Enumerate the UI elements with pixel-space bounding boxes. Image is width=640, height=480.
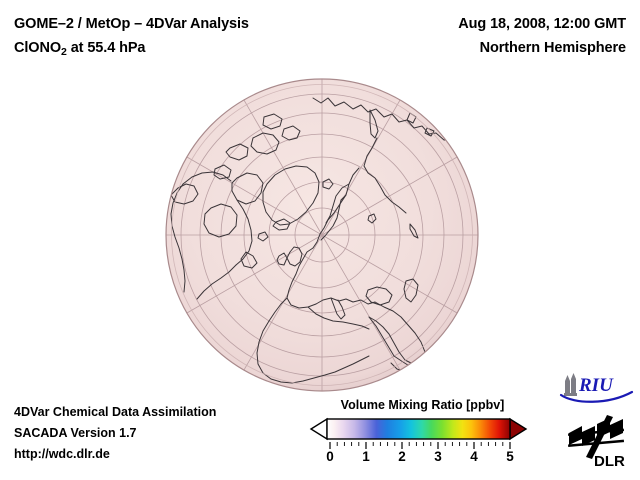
colorbar-svg bbox=[309, 417, 528, 441]
colorbar-tick-marks bbox=[329, 442, 511, 449]
colorbar-tick-label: 4 bbox=[470, 449, 478, 464]
riu-wordmark: RIU bbox=[578, 375, 614, 396]
species-name: ClONO bbox=[14, 40, 62, 56]
instrument-title: GOME–2 / MetOp – 4DVar Analysis bbox=[14, 16, 249, 32]
website-url[interactable]: http://wdc.dlr.de bbox=[14, 447, 110, 461]
colorbar-legend: Volume Mixing Ratio [ppbv] bbox=[305, 398, 540, 470]
globe-limb-inner bbox=[171, 84, 473, 386]
colorbar-tick-label: 3 bbox=[434, 449, 442, 464]
footer-credits: 4DVar Chemical Data Assimilation SACADA … bbox=[14, 402, 216, 465]
species-level-title: ClONO2 at 55.4 hPa bbox=[14, 36, 344, 61]
header-right-block: Aug 18, 2008, 12:00 GMT Northern Hemisph… bbox=[346, 12, 626, 60]
globe-svg bbox=[165, 78, 479, 392]
dlr-wordmark: DLR bbox=[594, 453, 625, 470]
dlr-logo: DLR bbox=[566, 414, 636, 470]
colorbar-left-arrow bbox=[309, 417, 328, 441]
project-label: 4DVar Chemical Data Assimilation bbox=[14, 405, 217, 419]
colorbar-right-arrow bbox=[509, 417, 528, 441]
riu-tower-icon bbox=[564, 373, 577, 396]
species-subscript: 2 bbox=[61, 46, 67, 58]
colorbar-tick-label: 5 bbox=[506, 449, 514, 464]
dlr-mark-icon bbox=[568, 415, 625, 459]
colorbar-tick-label: 2 bbox=[398, 449, 406, 464]
globe-limb bbox=[165, 78, 479, 392]
riu-logo-svg: RIU bbox=[559, 373, 634, 403]
graticule-meridians bbox=[166, 79, 478, 391]
riu-swoosh-icon bbox=[559, 390, 634, 403]
hemisphere-label: Northern Hemisphere bbox=[479, 40, 626, 56]
dlr-logo-svg: DLR bbox=[568, 415, 625, 470]
datetime-label: Aug 18, 2008, 12:00 GMT bbox=[458, 16, 626, 32]
globe-map bbox=[163, 76, 481, 394]
colorbar-gradient-bar bbox=[326, 418, 511, 440]
header-left-block: GOME–2 / MetOp – 4DVar Analysis ClONO2 a… bbox=[14, 12, 344, 61]
colorbar-tick-label: 0 bbox=[326, 449, 334, 464]
pressure-level: at 55.4 hPa bbox=[66, 40, 146, 56]
colorbar-title: Volume Mixing Ratio [ppbv] bbox=[340, 398, 505, 412]
colorbar-axis: 0 1 2 3 4 5 bbox=[305, 442, 540, 470]
colorbar-tick-label: 1 bbox=[362, 449, 370, 464]
coastlines bbox=[170, 97, 464, 384]
version-label: SACADA Version 1.7 bbox=[14, 426, 137, 440]
riu-logo: RIU bbox=[558, 372, 636, 406]
